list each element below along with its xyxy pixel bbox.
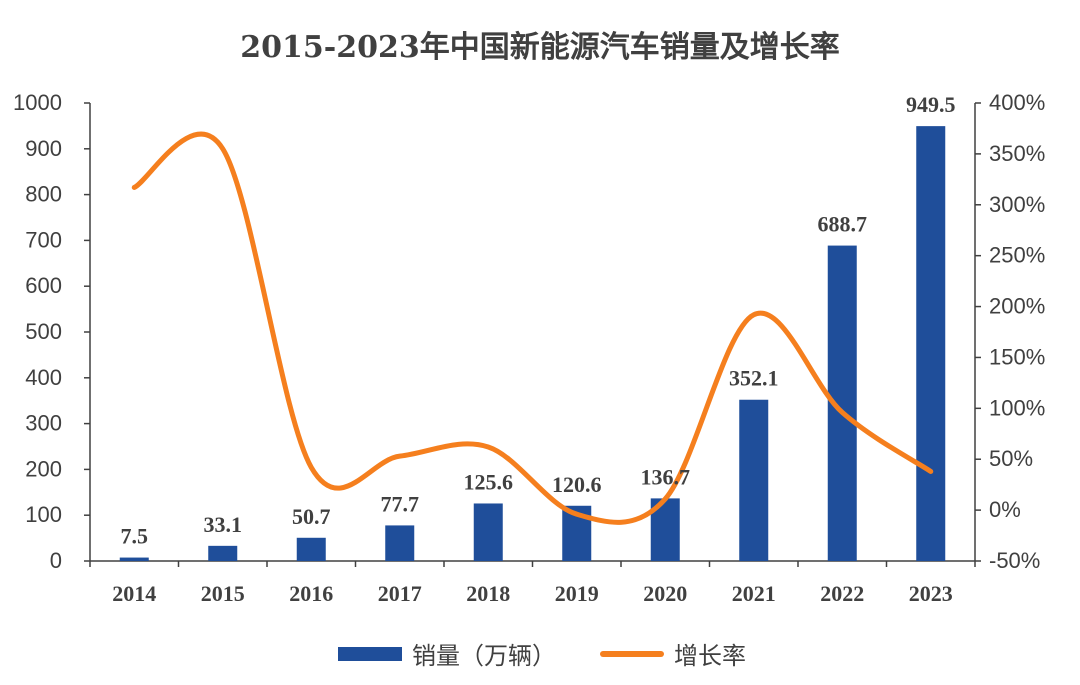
bar-data-label: 136.7 <box>641 464 691 489</box>
y-left-tick-label: 900 <box>25 136 62 161</box>
bar <box>385 525 415 561</box>
bar <box>739 399 769 561</box>
y-right-tick-label: 300% <box>989 192 1045 217</box>
y-right-tick-label: -50% <box>989 548 1040 573</box>
legend-swatch-bar <box>338 646 402 661</box>
x-tick-label: 2016 <box>289 581 333 606</box>
y-left-tick-label: 300 <box>25 411 62 436</box>
y-left-tick-label: 1000 <box>13 90 62 115</box>
y-left-tick-label: 200 <box>25 456 62 481</box>
y-right-tick-label: 350% <box>989 141 1045 166</box>
x-tick-label: 2020 <box>643 581 687 606</box>
bar-data-label: 949.5 <box>906 92 956 117</box>
legend-label-growth: 增长率 <box>674 642 746 670</box>
bar <box>119 557 149 561</box>
bar-data-label: 125.6 <box>464 469 514 494</box>
legend-label-sales: 销量（万辆） <box>412 642 556 670</box>
legend-item-growth: 增长率 <box>600 636 746 671</box>
y-left-tick-label: 800 <box>25 182 62 207</box>
y-right-tick-label: 100% <box>989 395 1045 420</box>
bar-data-label: 352.1 <box>729 366 779 391</box>
y-left-tick-label: 400 <box>25 365 62 390</box>
y-right-tick-label: 200% <box>989 294 1045 319</box>
y-left-tick-label: 600 <box>25 273 62 298</box>
x-tick-label: 2014 <box>112 581 156 606</box>
bar-data-label: 688.7 <box>818 212 868 237</box>
bar <box>916 126 946 561</box>
y-left-tick-label: 100 <box>25 502 62 527</box>
growth-rate-line <box>131 131 934 525</box>
bar <box>208 545 238 561</box>
x-tick-label: 2022 <box>820 581 864 606</box>
bar <box>473 503 503 561</box>
legend: 销量（万辆） 增长率 <box>0 636 1080 670</box>
y-left-tick-label: 700 <box>25 227 62 252</box>
x-tick-label: 2023 <box>909 581 953 606</box>
x-tick-label: 2015 <box>201 581 245 606</box>
x-tick-label: 2019 <box>555 581 599 606</box>
x-tick-label: 2021 <box>732 581 776 606</box>
bar-data-label: 33.1 <box>204 512 243 537</box>
x-tick-label: 2017 <box>378 581 422 606</box>
x-tick-label: 2018 <box>466 581 510 606</box>
y-right-tick-label: 50% <box>989 446 1033 471</box>
y-left-tick-label: 0 <box>50 548 62 573</box>
bar <box>296 537 326 561</box>
bar-data-label: 77.7 <box>381 491 420 516</box>
legend-swatch-line <box>600 650 664 657</box>
y-right-tick-label: 250% <box>989 243 1045 268</box>
y-right-tick-label: 150% <box>989 344 1045 369</box>
bar-data-label: 7.5 <box>121 524 149 549</box>
bar-data-label: 50.7 <box>292 504 331 529</box>
y-right-tick-label: 400% <box>989 90 1045 115</box>
bar-data-label: 120.6 <box>552 472 602 497</box>
legend-item-sales: 销量（万辆） <box>338 636 556 671</box>
y-right-tick-label: 0% <box>989 497 1021 522</box>
y-left-tick-label: 500 <box>25 319 62 344</box>
chart-title: 2015-2023年中国新能源汽车销量及增长率 <box>240 30 840 65</box>
